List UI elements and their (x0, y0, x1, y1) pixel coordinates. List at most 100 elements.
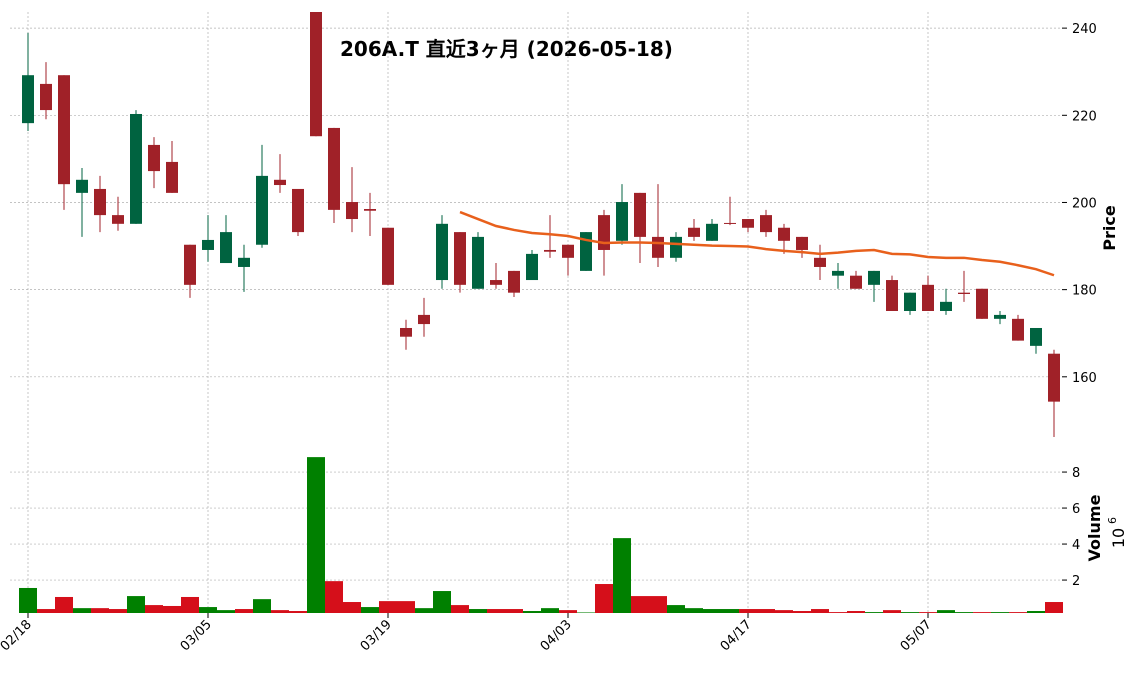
y-tick-label: 180 (1072, 284, 1097, 299)
candle-body (40, 83, 52, 111)
candle-body (256, 175, 268, 245)
candle-body (886, 280, 898, 311)
candle-body (112, 215, 124, 224)
candle-body (814, 257, 826, 267)
volume-bar (145, 605, 163, 613)
candle-body (598, 215, 610, 250)
candle-body (1048, 353, 1060, 402)
candle-body (652, 236, 664, 258)
volume-bar (649, 596, 667, 613)
y-tick-label: 6 (1072, 502, 1080, 517)
candle-body (580, 232, 592, 271)
candle-body (544, 249, 556, 252)
candle-body (184, 244, 196, 285)
candle-body (1012, 318, 1024, 341)
volume-bar (919, 612, 937, 613)
candle-body (418, 314, 430, 325)
candle-body (490, 280, 502, 285)
volume-bar (253, 599, 271, 613)
candle-body (328, 127, 340, 210)
volume-bar (37, 609, 55, 613)
volume-bar (1045, 602, 1063, 613)
volume-bar (739, 609, 757, 613)
candle-body (130, 113, 142, 224)
candle-body (364, 209, 376, 211)
candle-body (760, 215, 772, 233)
candle-body (346, 202, 358, 220)
candle-body (94, 188, 106, 216)
candle-body (868, 270, 880, 285)
y-axis-label: Price (1100, 205, 1119, 251)
volume-bar (73, 608, 91, 613)
candle-body (436, 223, 448, 281)
volume-bar (109, 609, 127, 613)
candle-body (526, 253, 538, 281)
y-tick-label: 220 (1072, 109, 1097, 124)
volume-bar (271, 610, 289, 613)
volume-bar (451, 605, 469, 613)
x-tick-label: 05/07 (898, 617, 935, 654)
y-tick-label: 240 (1072, 22, 1097, 37)
candle-body (778, 227, 790, 241)
y-tick-label: 2 (1072, 574, 1080, 589)
candle-body (688, 227, 700, 237)
candle-body (562, 244, 574, 258)
moving-average-line (459, 210, 1055, 277)
candle-body (454, 232, 466, 285)
candle-body (1030, 327, 1042, 346)
volume-bar (829, 612, 847, 613)
candle-body (220, 232, 232, 264)
x-tick-label: 02/18 (0, 617, 35, 654)
volume-bar (811, 609, 829, 613)
x-tick-label: 03/05 (178, 617, 215, 654)
x-tick-label: 03/19 (358, 617, 395, 654)
volume-bar (721, 609, 739, 613)
volume-bar (1009, 612, 1027, 613)
y-tick-label: 4 (1072, 538, 1080, 553)
candle-body (292, 188, 304, 233)
volume-bar (505, 609, 523, 613)
volume-bar (199, 607, 217, 613)
candle-body (850, 275, 862, 289)
x-tick-label: 04/17 (718, 617, 755, 654)
volume-bar (703, 609, 721, 613)
candle-body (634, 192, 646, 237)
volume-bar (361, 607, 379, 613)
volume-bar (127, 596, 145, 613)
volume-bar (577, 612, 595, 613)
candle-body (976, 288, 988, 319)
volume-bar (55, 596, 73, 613)
candle-body (76, 179, 88, 193)
volume-bar (883, 610, 901, 613)
volume-bar (685, 608, 703, 613)
candle-body (958, 292, 970, 294)
chart-title: 206A.T 直近3ヶ月 (2026-05-18) (340, 37, 673, 61)
candle-body (58, 75, 70, 185)
volume-scale-base: 10 (1109, 528, 1128, 548)
volume-bar (343, 602, 361, 613)
candle-body (670, 236, 682, 258)
volume-bar (1027, 611, 1045, 613)
candle-body (148, 144, 160, 172)
volume-bar (91, 608, 109, 613)
volume-bar (667, 605, 685, 613)
volume-bar (793, 611, 811, 613)
candle-body (922, 284, 934, 311)
volume-bar (847, 611, 865, 613)
price-panel (22, 12, 1060, 437)
volume-scale-exponent: 6 (1106, 517, 1119, 524)
candle-body (616, 202, 628, 241)
volume-bar (901, 612, 919, 613)
y-tick-label: 200 (1072, 196, 1097, 211)
volume-bar (937, 610, 955, 613)
candle-body (310, 12, 322, 137)
volume-bar (595, 584, 613, 613)
candle-body (904, 292, 916, 311)
candle-body (994, 314, 1006, 319)
volume-bar (523, 611, 541, 613)
volume-bar (217, 610, 235, 613)
candle-body (22, 75, 34, 124)
candle-body (274, 179, 286, 186)
volume-bar (19, 587, 37, 613)
